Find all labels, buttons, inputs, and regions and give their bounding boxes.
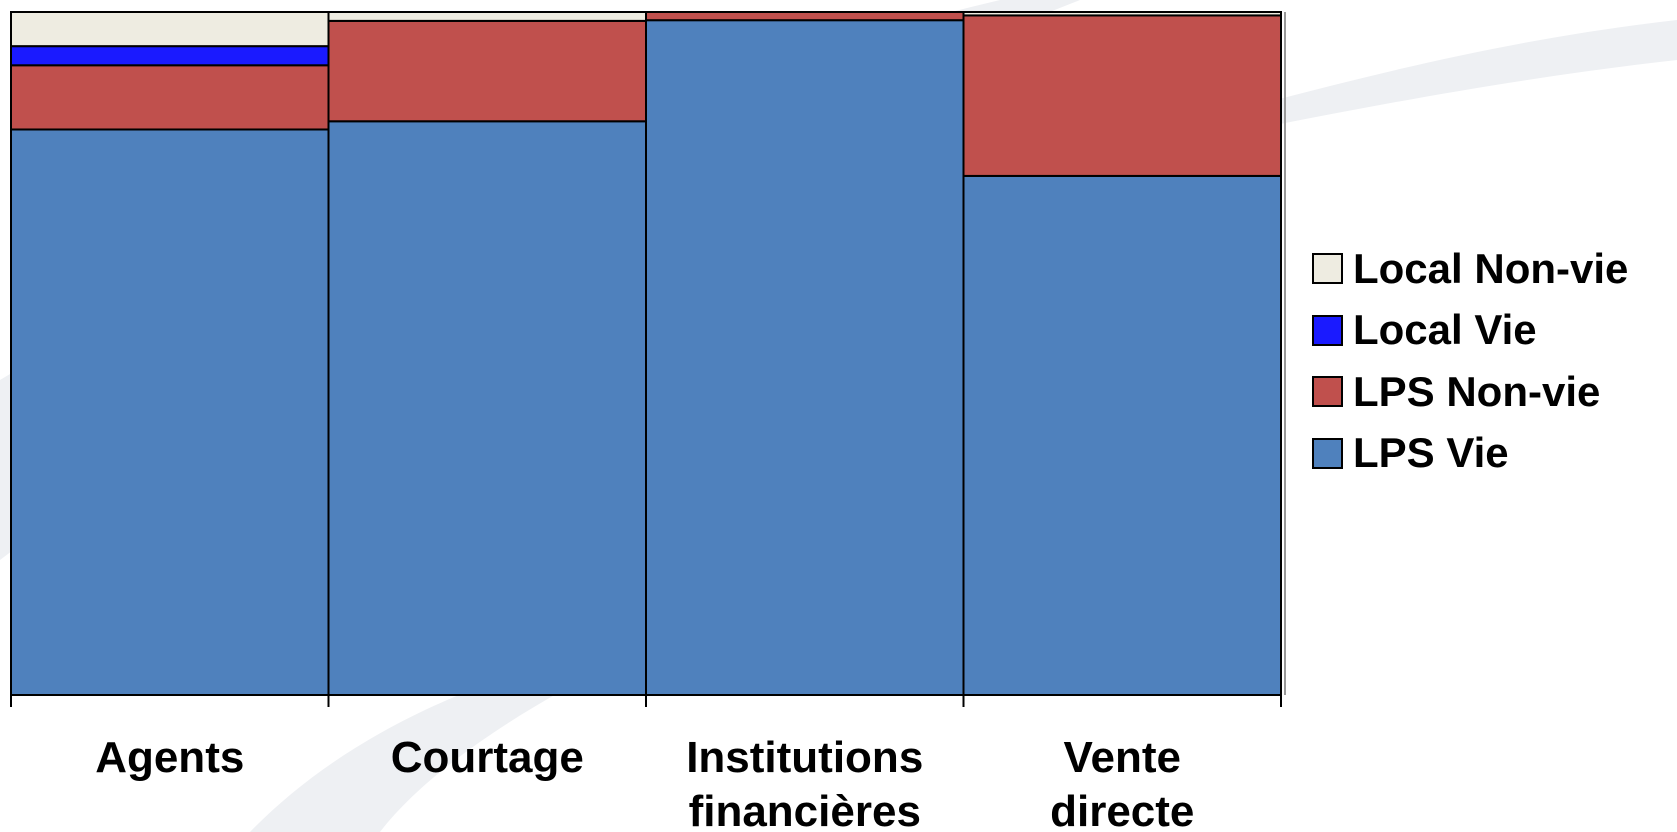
legend-swatch-local-non-vie [1312, 253, 1343, 285]
legend-label-lps-non-vie: LPS Non-vie [1353, 367, 1601, 415]
legend-item-local-non-vie: Local Non-vie [1312, 238, 1628, 300]
legend: Local Non-vie Local Vie LPS Non-vie LPS … [1312, 238, 1628, 484]
bar-courtage-lps-vie [327, 120, 647, 696]
bar-courtage-lps-non-vie [327, 19, 647, 123]
category-label-courtage: Courtage [391, 733, 584, 782]
legend-item-local-vie: Local Vie [1312, 300, 1628, 362]
bar-vente-directe-local-non-vie [962, 11, 1282, 17]
legend-item-lps-vie: LPS Vie [1312, 423, 1628, 485]
bar-agents-local-non-vie [10, 11, 330, 48]
bar-agents-lps-vie [10, 128, 330, 696]
bar-institutions-financieres-lps-non-vie [645, 11, 965, 22]
legend-item-lps-non-vie: LPS Non-vie [1312, 361, 1628, 423]
legend-label-local-non-vie: Local Non-vie [1353, 244, 1629, 292]
bar-agents-local-vie [10, 45, 330, 67]
legend-label-local-vie: Local Vie [1353, 306, 1537, 354]
legend-swatch-lps-vie [1312, 437, 1343, 469]
legend-swatch-lps-non-vie [1312, 376, 1343, 408]
bar-courtage-local-non-vie [327, 11, 647, 22]
bar-institutions-financieres-lps-vie [645, 19, 965, 697]
bar-vente-directe-lps-vie [962, 174, 1282, 697]
bar-agents-lps-non-vie [10, 64, 330, 131]
category-label-institutions-financieres-line-2: financières [689, 787, 921, 832]
category-label-vente-directe-line-2: directe [1050, 787, 1194, 832]
category-label-institutions-financieres-line-1: Institutions [686, 733, 923, 782]
category-label-agents: Agents [95, 733, 244, 782]
category-label-vente-directe-line-1: Vente [1064, 733, 1181, 782]
legend-label-lps-vie: LPS Vie [1353, 429, 1509, 477]
bar-vente-directe-lps-non-vie [962, 14, 1282, 177]
legend-swatch-local-vie [1312, 314, 1343, 346]
